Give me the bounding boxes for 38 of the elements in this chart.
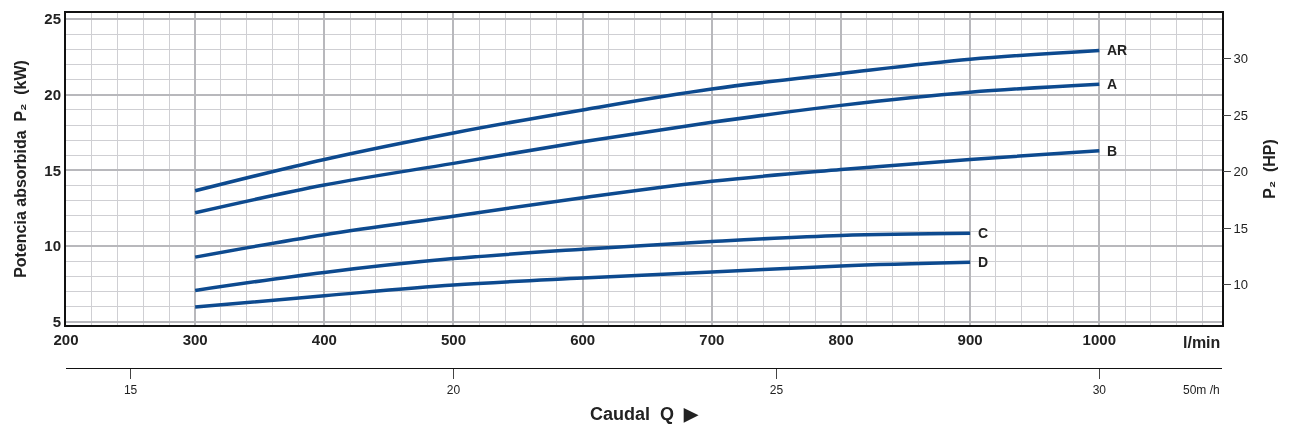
series-label: C — [978, 225, 989, 241]
x2-tick-label: 25 — [769, 382, 784, 397]
x-tick-label: 500 — [440, 330, 467, 348]
x2-axis-title: 50m /h — [1183, 383, 1220, 397]
y-axis-title: Potencia absorbida P₂ (kW) — [11, 60, 29, 278]
line-series — [193, 48, 1102, 193]
series-label: B — [1107, 143, 1118, 159]
line-series — [193, 82, 1102, 215]
x-tick-label: 300 — [182, 330, 208, 348]
x-tick-label: 700 — [699, 330, 725, 348]
y-tick-label: 25 — [44, 10, 61, 28]
y2-tick-label: 30 — [1233, 51, 1249, 67]
x2-tick-label: 15 — [123, 382, 138, 397]
y2-tick-label: 20 — [1233, 164, 1249, 180]
x-axis-title: l/min — [1183, 334, 1221, 351]
x2-tick-label: 30 — [1092, 382, 1107, 397]
y-tick-label: 15 — [44, 161, 61, 179]
x-tick-label: 900 — [957, 330, 983, 348]
x-tick-label: 800 — [828, 330, 854, 348]
line-series — [193, 260, 972, 309]
y2-tick-label: 15 — [1233, 220, 1249, 236]
series-label: D — [978, 254, 989, 270]
series-label: A — [1107, 76, 1118, 92]
y2-axis-title: P₂ (HP) — [1260, 139, 1278, 199]
line-series — [193, 231, 972, 293]
y2-tick-label: 10 — [1233, 277, 1249, 293]
text: Caudal Q ▶ — [590, 404, 700, 424]
line-series — [193, 149, 1102, 259]
y-tick-label: 20 — [44, 86, 61, 104]
x2-tick-label: 20 — [446, 382, 461, 397]
y-tick-label: 5 — [52, 313, 61, 331]
x-tick-label: 400 — [311, 330, 337, 348]
x-tick-label: 600 — [570, 330, 596, 348]
series-label: AR — [1107, 42, 1128, 58]
x-tick-label: 1000 — [1082, 330, 1116, 348]
x-tick-label: 200 — [53, 330, 79, 348]
y2-tick-label: 25 — [1233, 107, 1249, 123]
y-tick-label: 10 — [44, 237, 61, 255]
